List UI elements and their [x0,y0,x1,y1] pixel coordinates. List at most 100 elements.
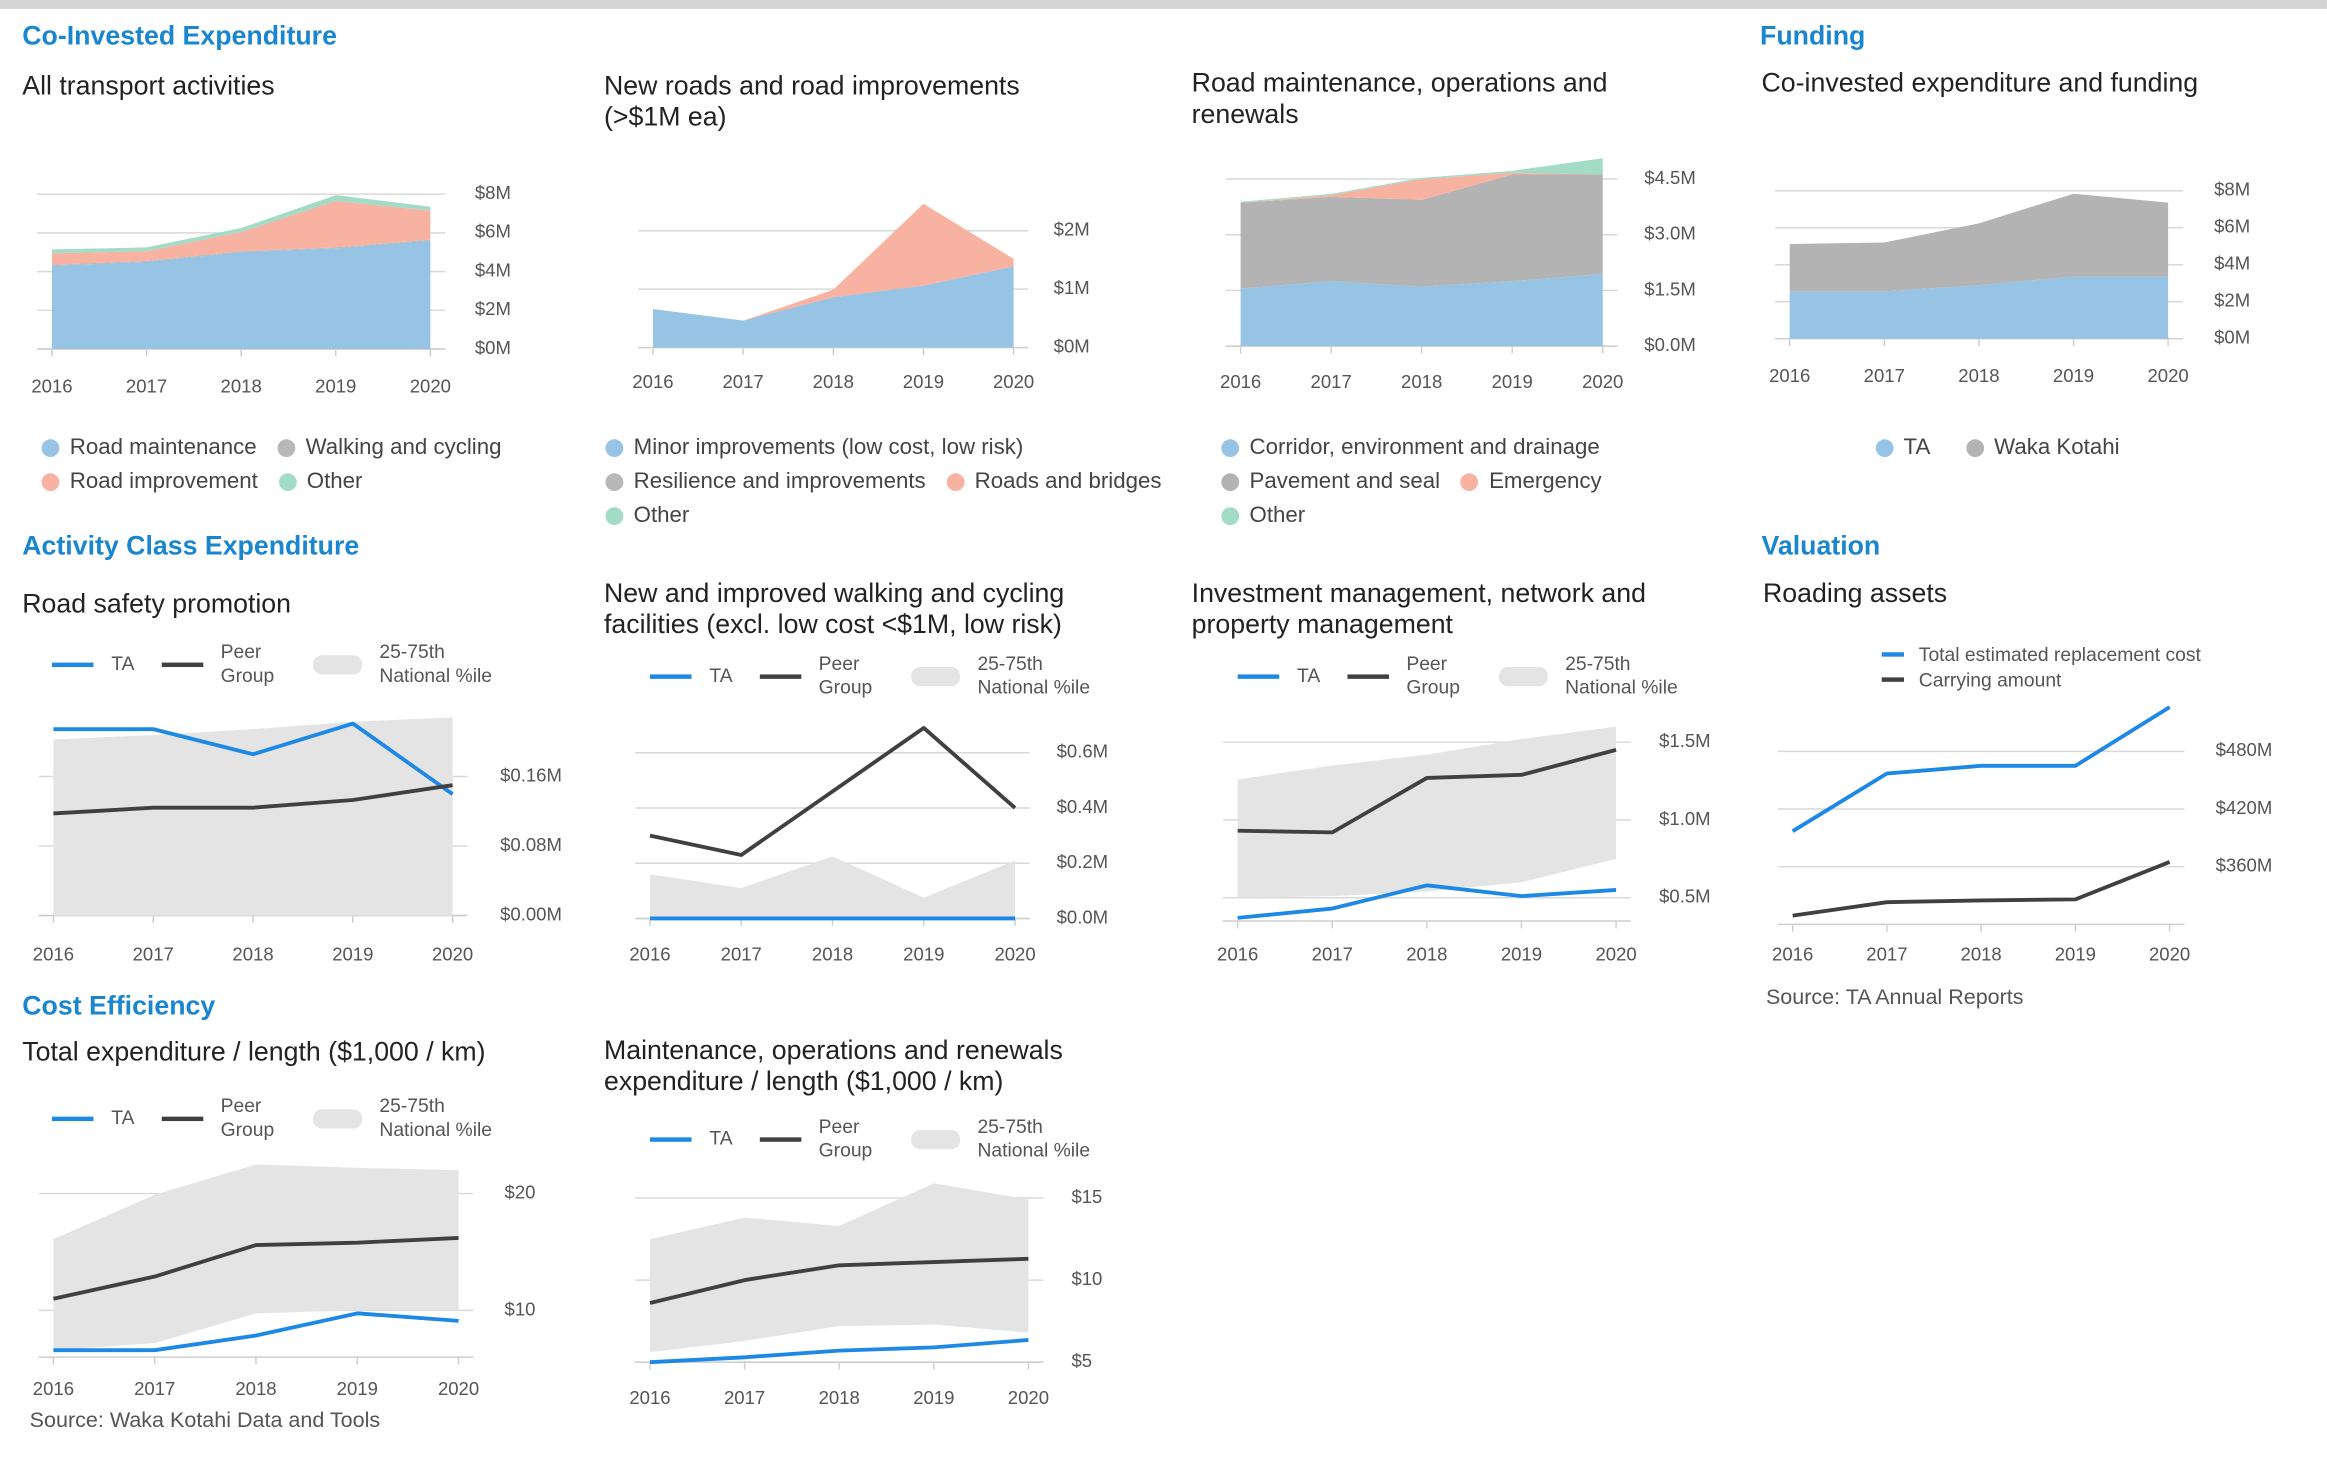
y-tick-label: $2M [2214,290,2250,311]
legend-item: Walking and cycling [277,435,501,460]
chart-title: All transport activities [22,70,275,101]
y-tick-label: $0.0M [1644,334,1696,355]
legend-label: TA [709,664,733,687]
chart-title: Co-invested expenditure and funding [1761,68,2199,98]
chart-title: Maintenance, operations and renewals exp… [603,1035,1063,1096]
x-tick-label: 2017 [721,943,762,964]
area [652,203,1014,321]
x-tick-label: 2020 [432,943,473,964]
x-tick-label: 2017 [126,375,167,396]
x-tick-label: 2016 [33,1378,74,1399]
x-tick-label: 2016 [31,375,72,396]
x-tick-label: 2018 [812,943,853,964]
chart-title: Total expenditure / length ($1,000 / km) [22,1036,486,1067]
x-tick-label: 2020 [410,375,451,396]
x-tick-label: 2018 [1958,365,1999,386]
legend-swatch [910,1129,960,1149]
legend-item: 25-75th National %ile [312,1094,516,1141]
legend-label: TA [1903,434,1931,460]
legend-item: TA [51,652,135,676]
legend-item: Resilience and improvements [605,468,926,494]
legend-swatch [51,661,94,667]
legend: TA Peer Group 25-75th National %ile [51,640,543,687]
y-tick-label: $1.0M [1659,808,1711,829]
x-tick-label: 2016 [1220,371,1261,392]
x-tick-label: 2020 [2149,943,2190,964]
x-tick-label: 2019 [2053,365,2094,386]
x-tick-label: 2019 [1492,371,1533,392]
area [51,240,431,350]
line [1792,860,2171,918]
legend-swatch [1965,438,1984,457]
y-tick-label: $6M [2214,216,2250,237]
percentile-band [53,717,453,916]
legend-label: Corridor, environment and drainage [1249,434,1600,460]
y-tick-label: $1.5M [1659,730,1711,751]
legend-label: 25-75th National %ile [379,640,492,687]
y-tick-label: $0.4M [1057,796,1109,817]
legend-swatch [1881,652,1904,657]
legend-label: Resilience and improvements [633,468,926,494]
y-tick-label: $4M [475,259,511,280]
x-tick-label: 2018 [819,1387,860,1408]
y-tick-label: $0.16M [500,764,562,785]
line [1237,883,1617,920]
x-tick-label: 2019 [337,1378,378,1399]
legend-item: Other [278,468,363,494]
y-tick-label: $0M [2214,327,2250,348]
legend-label: Peer Group [220,1094,275,1141]
legend-label: Peer Group [220,640,275,687]
y-tick-label: $1.5M [1644,278,1696,299]
legend-label: Total estimated replacement cost [1918,643,2201,666]
source-note: Source: TA Annual Reports [1765,986,2024,1011]
y-tick-label: $0.00M [500,903,562,924]
legend-swatch [312,654,362,674]
section-title: Activity Class Expenditure [22,530,360,561]
x-tick-label: 2020 [1595,943,1636,964]
x-tick-label: 2020 [438,1378,479,1399]
legend-item: Peer Group [1346,652,1472,699]
y-tick-label: $0M [475,337,511,358]
area [1240,174,1603,289]
y-tick-label: $360M [2216,855,2273,876]
x-tick-label: 2018 [221,375,262,396]
legend-swatch [161,1115,203,1121]
legend-item: Minor improvements (low cost, low risk) [605,435,1023,460]
x-tick-label: 2016 [33,943,74,964]
y-tick-label: $10 [1071,1268,1102,1289]
legend: TA Peer Group 25-75th National %ile [649,1115,1141,1162]
x-tick-label: 2016 [632,371,673,392]
legend-item: Carrying amount [1881,669,2201,691]
legend-label: Peer Group [818,652,873,699]
legend-label: Other [306,468,363,494]
legend-label: Waka Kotahi [1994,434,2120,460]
legend-label: Walking and cycling [305,434,502,460]
legend-swatch [605,472,624,491]
chart-title: New roads and road improvements (>$1M ea… [603,70,1020,132]
x-tick-label: 2020 [1008,1387,1049,1408]
legend-swatch [41,438,60,457]
legend-label: 25-75th National %ile [1565,652,1678,699]
y-tick-label: $2M [475,298,511,319]
legend-label: TA [111,1106,135,1129]
line [53,721,454,796]
legend-item: Peer Group [161,1094,286,1141]
legend: Minor improvements (low cost, low risk) R… [605,435,1176,528]
y-tick-label: $5 [1071,1350,1092,1371]
legend-label: Road maintenance [69,434,257,460]
legend-item: TA [649,664,733,688]
legend-item: Pavement and seal [1221,469,1440,494]
y-tick-label: $0.0M [1057,906,1109,927]
y-tick-label: $8M [475,182,511,203]
section-title: Co-Invested Expenditure [22,20,337,51]
legend-item: Total estimated replacement cost [1881,643,2201,666]
legend-swatch [1237,673,1280,679]
legend-label: Roads and bridges [974,468,1162,494]
x-tick-label: 2020 [1582,371,1623,392]
y-tick-label: $0.6M [1057,741,1109,762]
y-tick-label: $1M [1054,277,1090,298]
legend-swatch [946,472,965,491]
y-tick-label: $3.0M [1644,223,1696,244]
